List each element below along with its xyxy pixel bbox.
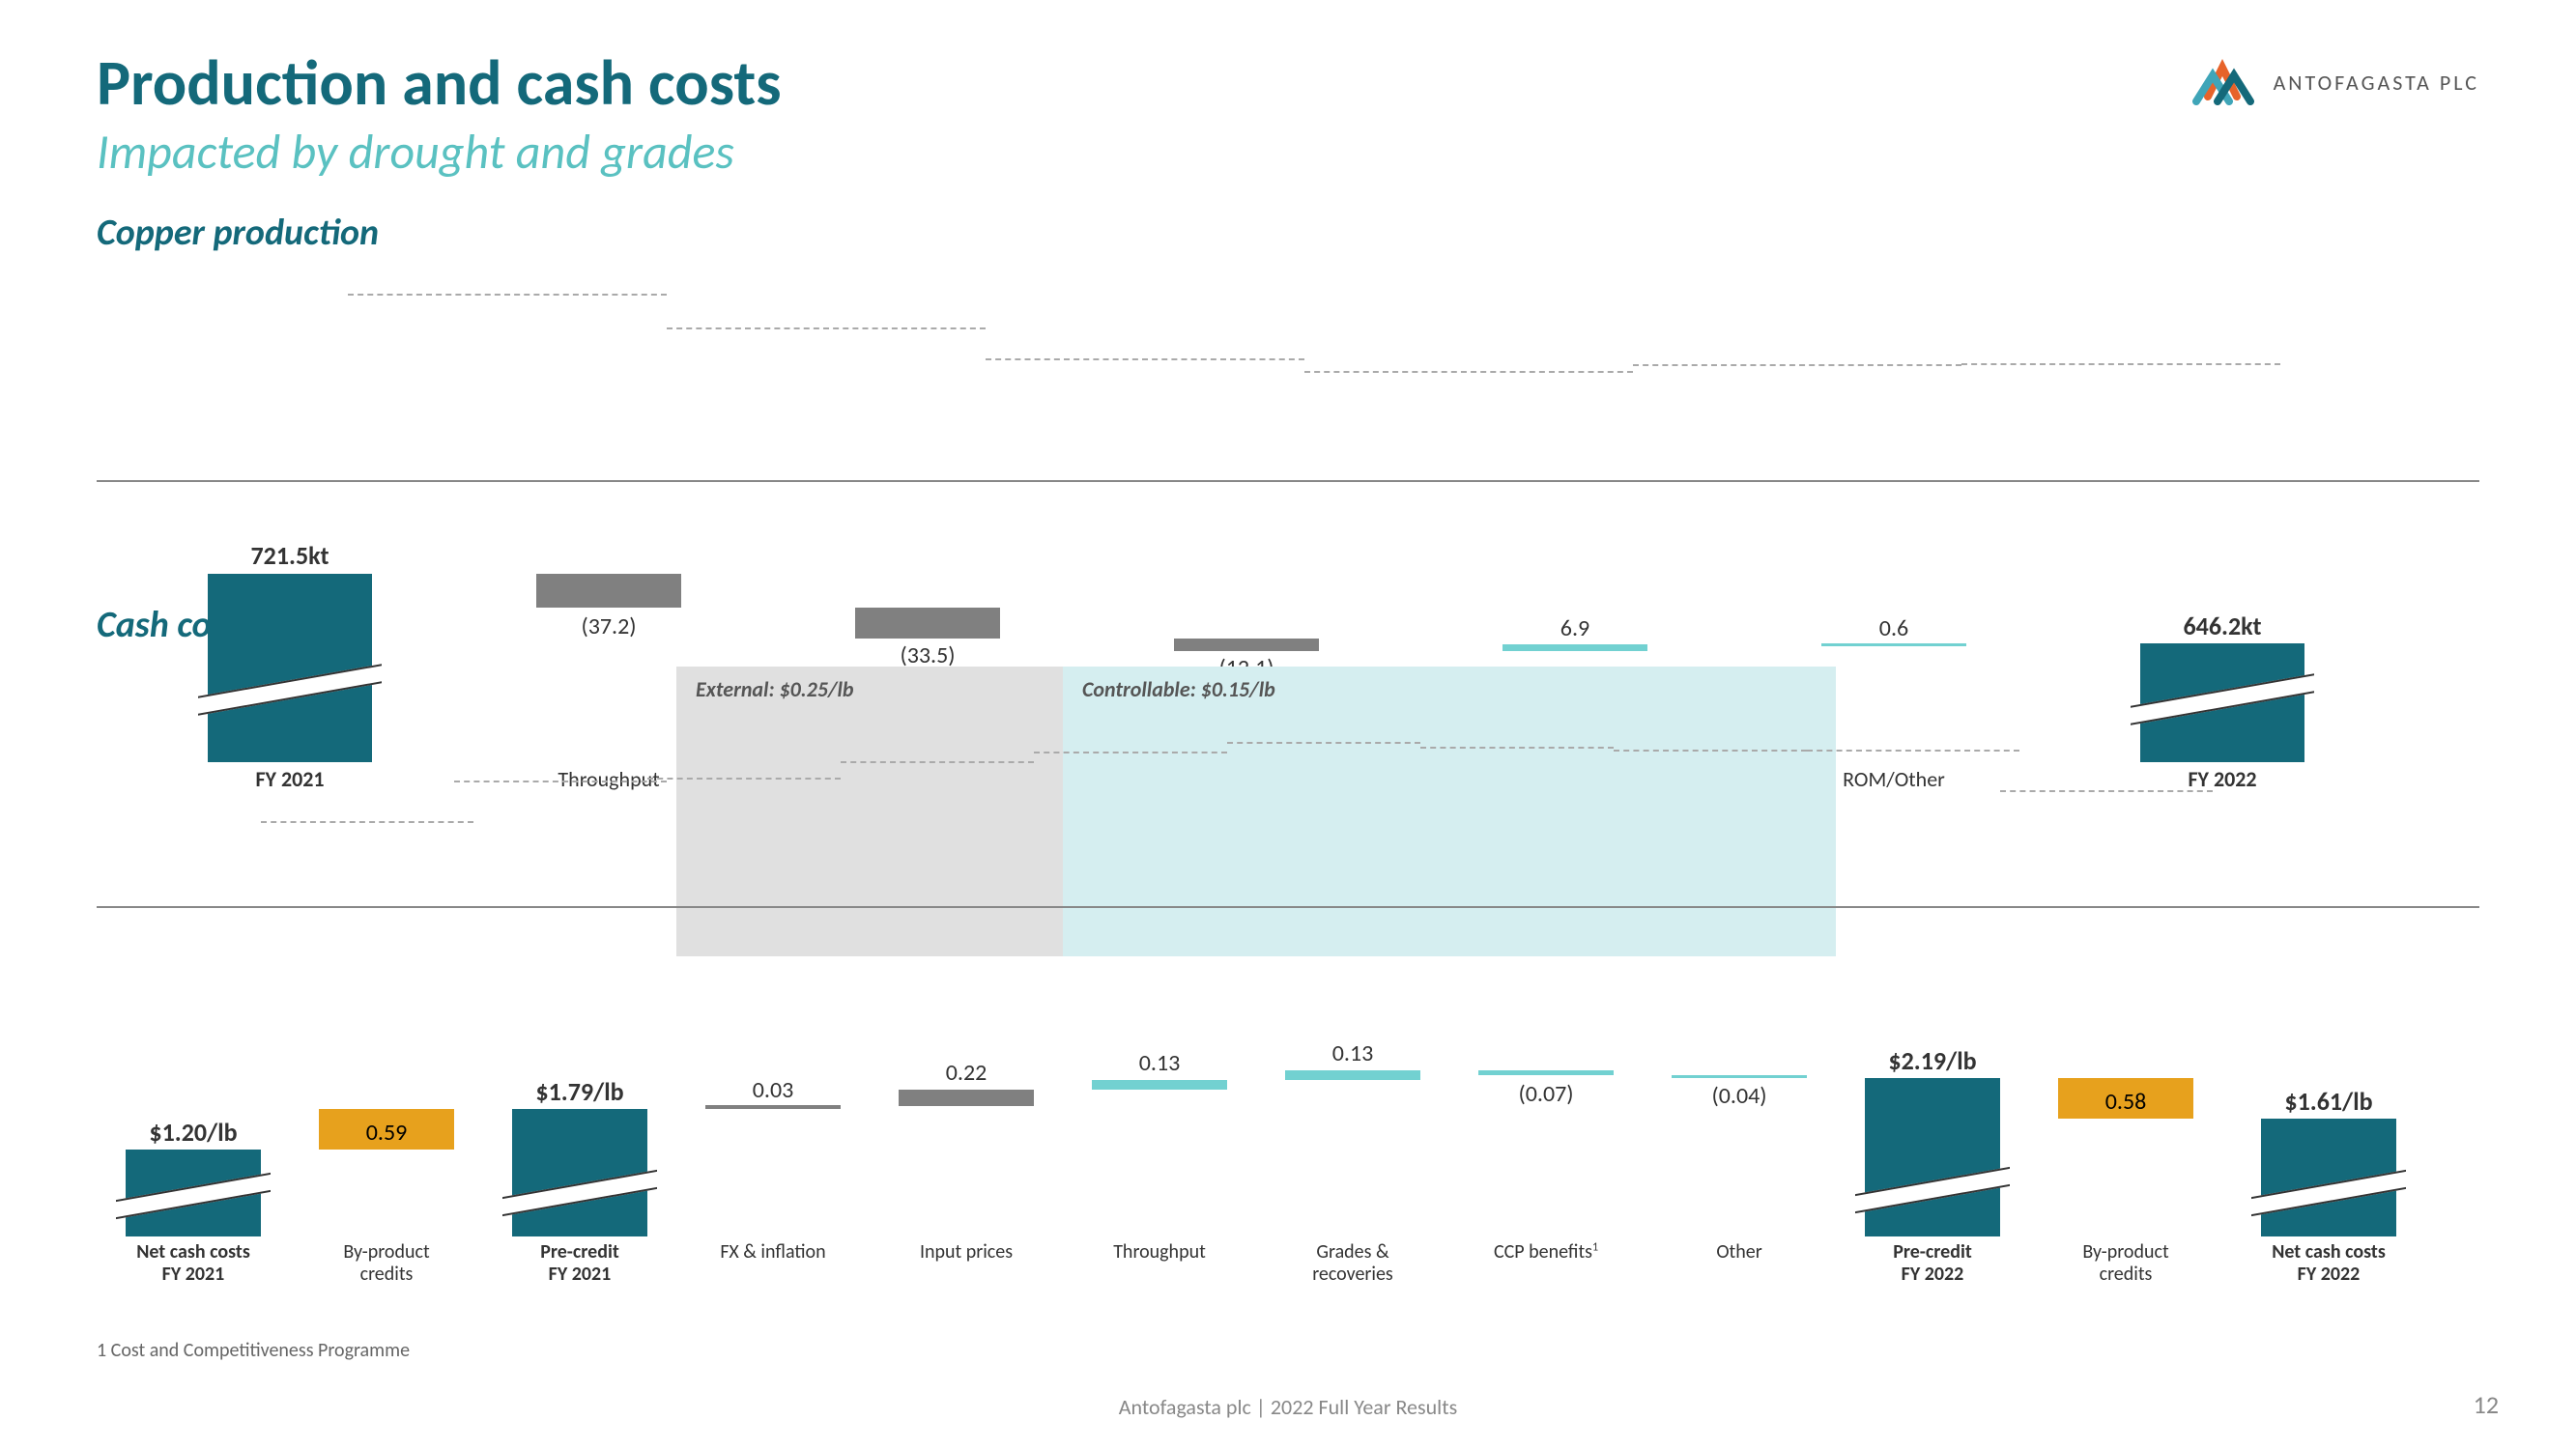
company-name: ANTOFAGASTA PLC [2274, 70, 2479, 96]
bar-other [1672, 1075, 1807, 1078]
bar-throughput [536, 574, 681, 608]
connector [261, 821, 473, 823]
value-byprod22: 0.58 [2029, 1088, 2222, 1116]
connector [1227, 742, 1420, 744]
connector [2000, 790, 2213, 792]
page-subtitle: Impacted by drought and grades [97, 123, 782, 182]
connector [454, 781, 667, 782]
page-number: 12 [2474, 1389, 2499, 1420]
footer: Antofagasta plc | 2022 Full Year Results [0, 1394, 2576, 1420]
connector [1807, 750, 2019, 752]
bar-precredit21 [512, 1109, 647, 1236]
bar-rom [1821, 643, 1966, 646]
connector [1420, 747, 1614, 749]
section-title-copper: Copper production [97, 211, 2479, 255]
connector [348, 294, 667, 296]
value-fy2021: 721.5kt [193, 540, 386, 571]
bar-fx [705, 1105, 841, 1109]
value-netcash22: $1.61/lb [2222, 1086, 2435, 1117]
bar-ccp [1478, 1070, 1614, 1075]
page-title: Production and cash costs [97, 48, 782, 119]
label-byprod21: By-product credits [290, 1241, 483, 1286]
label-thru: Throughput [1063, 1241, 1256, 1264]
bar-recoveries [1174, 639, 1319, 651]
label-other: Other [1643, 1241, 1836, 1264]
value-fy2022: 646.2kt [2126, 611, 2319, 641]
value-netcash21: $1.20/lb [97, 1117, 290, 1148]
bar-grades [855, 608, 1000, 639]
logo-icon [2189, 58, 2256, 106]
connector [986, 358, 1304, 360]
value-precredit21: $1.79/lb [483, 1076, 676, 1107]
bar-netcash22 [2261, 1119, 2396, 1236]
value-gr: 0.13 [1256, 1039, 1449, 1067]
header: Production and cash costs Impacted by dr… [97, 48, 2479, 182]
zone-label-external: External: $0.25/lb [696, 676, 854, 702]
footnote: 1 Cost and Competitiveness Programme [97, 1339, 410, 1362]
bar-netcash21 [126, 1150, 261, 1236]
label-fx: FX & inflation [676, 1241, 870, 1264]
label-netcash21: Net cash costs FY 2021 [97, 1241, 290, 1286]
value-grades: (33.5) [831, 641, 1024, 669]
label-gr: Grades & recoveries [1256, 1241, 1449, 1286]
connector [1633, 364, 1961, 366]
cash-waterfall-chart: External: $0.25/lb Controllable: $0.15/l… [97, 667, 2479, 995]
label-ccp: CCP benefits1 [1449, 1241, 1643, 1264]
connector [1304, 371, 1633, 373]
bar-input [899, 1090, 1034, 1106]
value-wip: 6.9 [1469, 614, 1681, 642]
connector [1961, 363, 2280, 365]
value-thru: 0.13 [1063, 1049, 1256, 1077]
axis [97, 906, 2479, 908]
bar-thru [1092, 1080, 1227, 1090]
value-rom: 0.6 [1797, 614, 1990, 642]
value-other: (0.04) [1643, 1082, 1836, 1110]
label-precredit22: Pre-credit FY 2022 [1836, 1241, 2029, 1286]
zone-controllable: Controllable: $0.15/lb [1063, 667, 1836, 956]
company-logo: ANTOFAGASTA PLC [2189, 58, 2479, 106]
connector [1614, 750, 1807, 752]
bar-precredit22 [1865, 1078, 2000, 1236]
label-input: Input prices [870, 1241, 1063, 1264]
connector [667, 327, 986, 329]
label-netcash22: Net cash costs FY 2022 [2222, 1241, 2435, 1286]
label-precredit21: Pre-credit FY 2021 [483, 1241, 676, 1286]
value-byprod21: 0.59 [290, 1119, 483, 1147]
value-fx: 0.03 [676, 1076, 870, 1104]
value-precredit22: $2.19/lb [1836, 1045, 2029, 1076]
connector [1034, 752, 1227, 753]
value-throughput: (37.2) [512, 612, 705, 640]
label-byprod22: By-product credits [2029, 1241, 2222, 1286]
copper-waterfall-chart: 721.5kt FY 2021 (37.2) Throughput (33.5)… [97, 265, 2479, 545]
axis [97, 480, 2479, 482]
connector [841, 761, 1034, 763]
connector [647, 778, 841, 780]
value-input: 0.22 [870, 1059, 1063, 1087]
zone-label-controllable: Controllable: $0.15/lb [1082, 676, 1275, 702]
bar-wip [1503, 644, 1647, 651]
bar-gr [1285, 1070, 1420, 1080]
value-ccp: (0.07) [1449, 1080, 1643, 1108]
zone-external: External: $0.25/lb [676, 667, 1063, 956]
